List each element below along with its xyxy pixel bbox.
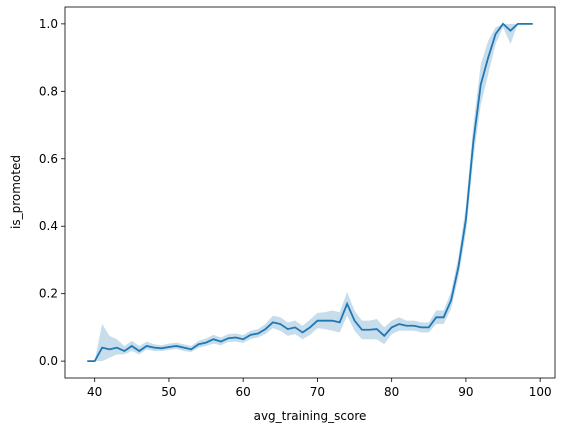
x-axis-label: avg_training_score	[254, 409, 367, 423]
y-tick-label: 0.8	[39, 84, 58, 98]
y-tick-label: 0.0	[39, 354, 58, 368]
x-tick-label: 90	[458, 385, 473, 399]
y-tick-label: 0.4	[39, 219, 58, 233]
x-tick-label: 70	[310, 385, 325, 399]
x-tick-label: 60	[236, 385, 251, 399]
y-axis-label: is_promoted	[9, 155, 23, 229]
x-tick-label: 100	[529, 385, 552, 399]
x-tick-label: 50	[161, 385, 176, 399]
x-tick-label: 40	[87, 385, 102, 399]
confidence-band	[87, 23, 533, 362]
y-tick-label: 0.6	[39, 152, 58, 166]
plot-frame	[64, 6, 556, 379]
x-tick-label: 80	[384, 385, 399, 399]
line	[87, 22, 533, 363]
y-tick-label: 0.2	[39, 287, 58, 301]
y-tick-label: 1.0	[39, 17, 58, 31]
